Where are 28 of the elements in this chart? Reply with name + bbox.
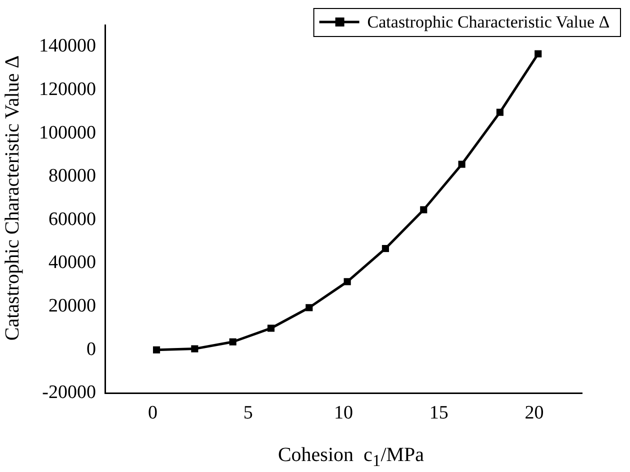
point (382, 244, 390, 252)
y-tick-label: 0 (86, 338, 96, 360)
y-tick-label: 40000 (48, 252, 96, 274)
point (496, 108, 504, 116)
x-tick-label: 5 (243, 402, 253, 424)
point (191, 345, 198, 352)
x-tick-label: 20 (524, 402, 544, 424)
x-tick-label: 15 (429, 402, 448, 424)
legend-label: Catastrophic Characteristic Value Δ (367, 12, 610, 32)
point (420, 206, 428, 214)
x-axis-title: Cohesion c$_{1}$/MPa (276, 444, 426, 471)
y-tick-label: 20000 (48, 296, 96, 317)
y-tick-label: 80000 (48, 166, 96, 187)
y-axis-title: Catastrophic Characteristic Value Δ (2, 55, 24, 341)
y-tick-label: 100000 (39, 122, 96, 144)
point (306, 304, 313, 312)
point (152, 346, 160, 354)
point (458, 160, 466, 168)
x-tick-label: 0 (148, 402, 158, 424)
y-tick-label: -20000 (42, 382, 96, 404)
x-tick-label: 10 (334, 402, 353, 424)
point (229, 338, 236, 346)
y-tick-label: 60000 (48, 208, 96, 230)
y-tick-label: 120000 (39, 78, 96, 100)
y-tick-label: 140000 (39, 36, 96, 57)
point (267, 324, 275, 332)
point (344, 278, 351, 286)
point (534, 50, 542, 58)
